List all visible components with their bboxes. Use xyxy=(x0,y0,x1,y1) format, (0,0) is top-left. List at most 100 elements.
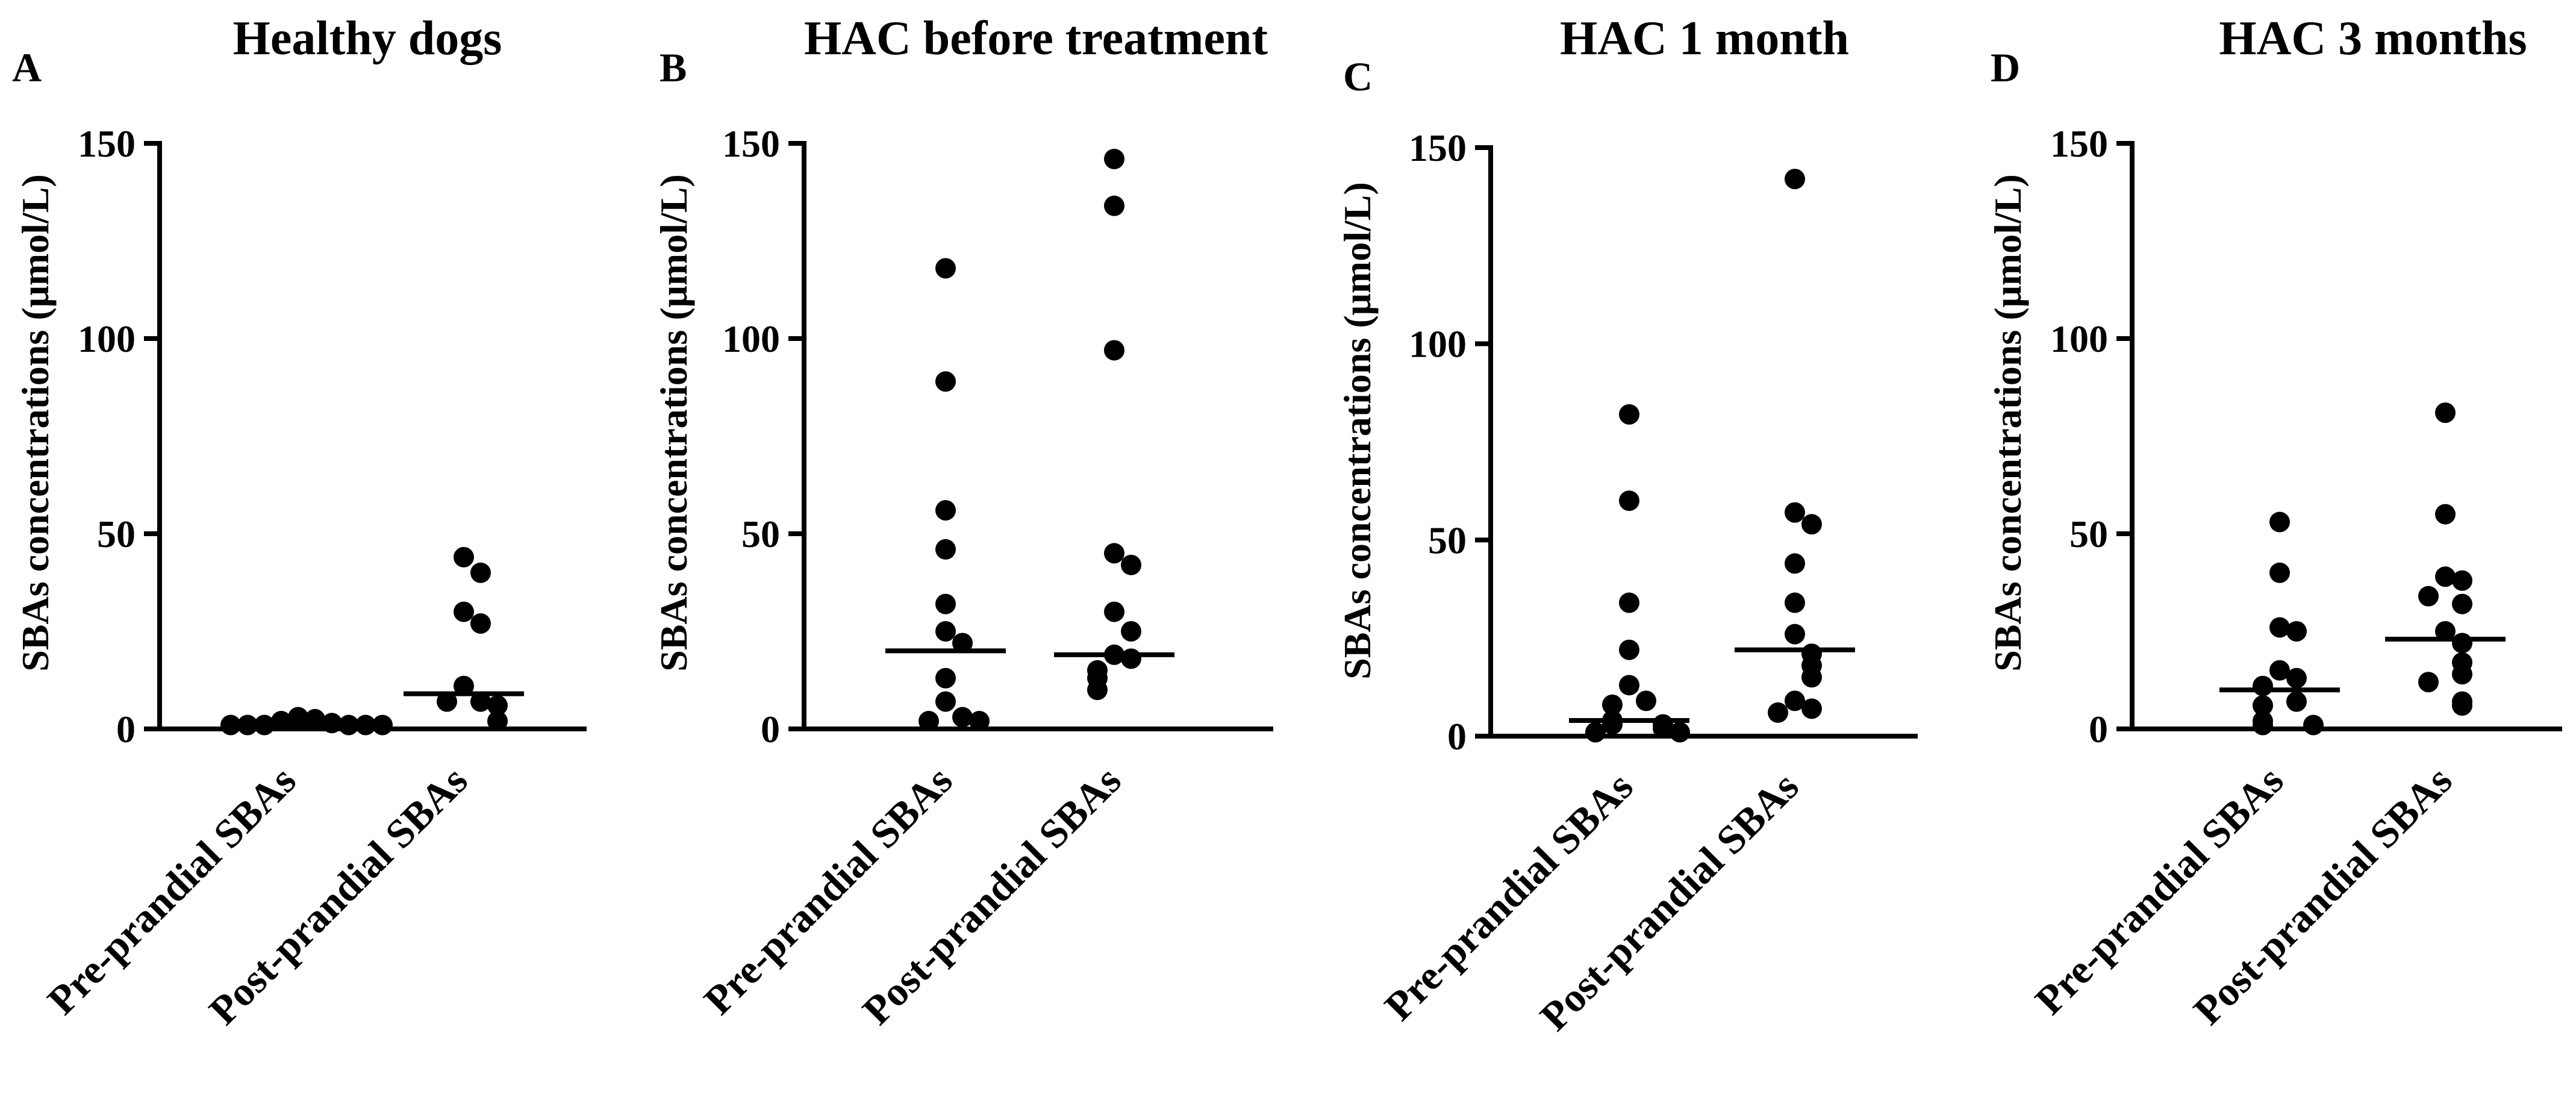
panel-d-point-pre-7 xyxy=(2286,691,2307,712)
panel-c-point-post-0 xyxy=(1785,169,1805,190)
panel-c-point-post-5 xyxy=(1785,623,1805,645)
panel-b-point-post-1 xyxy=(1104,195,1124,216)
panel-b: B HAC before treatment SBAs concentratio… xyxy=(652,12,1273,1033)
panel-b-point-post-4 xyxy=(1121,554,1141,575)
panel-a-point-post-4 xyxy=(454,675,474,696)
panel-d-tick-label-150: 150 xyxy=(2050,122,2108,165)
panel-a-point-post-3 xyxy=(470,613,491,634)
panel-b-point-pre-11 xyxy=(969,711,990,732)
panel-d-point-post-9 xyxy=(2452,664,2472,685)
panel-d-point-pre-2 xyxy=(2269,617,2290,638)
panel-a-point-post-0 xyxy=(454,546,474,567)
panel-d-point-pre-4 xyxy=(2269,660,2290,681)
panel-a-ticks: 0 50 100 150 xyxy=(78,122,160,751)
panel-c-point-pre-0 xyxy=(1619,404,1639,425)
panel-b-tick-label-50: 50 xyxy=(741,513,780,555)
panel-c: C HAC 1 month SBAs concentrations (μmol/… xyxy=(1336,12,1918,1039)
panel-b-point-pre-3 xyxy=(935,539,956,560)
panel-a-letter: A xyxy=(12,45,42,90)
panel-c-ylabel: SBAs concentrations (μmol/L) xyxy=(1336,182,1379,680)
panel-c-point-pre-12 xyxy=(1670,722,1690,743)
panel-d-point-pre-10 xyxy=(2253,714,2273,736)
panel-d-point-post-4 xyxy=(2418,586,2439,607)
panel-d-point-pre-11 xyxy=(2303,714,2324,736)
panel-a-point-post-8 xyxy=(487,711,508,732)
panel-a-title: Healthy dogs xyxy=(233,12,502,65)
panel-b-marks xyxy=(885,148,1174,732)
panel-b-point-post-2 xyxy=(1104,340,1124,361)
panel-c-point-post-9 xyxy=(1785,690,1805,711)
panel-b-point-post-0 xyxy=(1104,148,1124,169)
panel-a-point-pre-0 xyxy=(288,707,308,728)
panel-d-point-post-5 xyxy=(2452,593,2472,614)
panel-d-point-post-2 xyxy=(2435,566,2456,587)
panel-b-point-post-5 xyxy=(1104,601,1124,622)
panel-d-letter: D xyxy=(1991,45,2020,90)
panel-b-point-pre-4 xyxy=(935,593,956,614)
panel-d-point-post-0 xyxy=(2435,402,2456,423)
panel-b-ticks: 0 50 100 150 xyxy=(722,122,804,751)
panel-a-point-post-6 xyxy=(437,691,457,712)
panel-c-title: HAC 1 month xyxy=(1560,12,1849,65)
panel-b-point-pre-5 xyxy=(935,621,956,642)
panel-b-point-pre-10 xyxy=(918,711,939,732)
panel-a-point-pre-8 xyxy=(220,714,241,736)
panel-d-point-post-6 xyxy=(2435,621,2456,642)
panel-c-point-pre-2 xyxy=(1619,592,1639,613)
panel-c-point-post-2 xyxy=(1801,514,1822,535)
panel-a: A Healthy dogs SBAs concentrations (μmol… xyxy=(12,12,587,1033)
panel-c-point-pre-11 xyxy=(1585,722,1606,743)
panel-b-tick-label-150: 150 xyxy=(722,122,780,165)
panel-a-tick-label-100: 100 xyxy=(78,317,136,360)
panel-b-tick-label-100: 100 xyxy=(722,317,780,360)
panel-a-ylabel: SBAs concentrations (μmol/L) xyxy=(14,174,57,672)
panel-c-point-post-4 xyxy=(1785,592,1805,613)
panel-d-point-pre-6 xyxy=(2253,675,2273,696)
panel-b-title: HAC before treatment xyxy=(804,12,1268,65)
panel-b-tick-label-0: 0 xyxy=(761,708,780,751)
panel-b-point-pre-7 xyxy=(935,667,956,689)
panel-d-point-pre-8 xyxy=(2253,695,2273,716)
panel-d-ticks: 0 50 100 150 xyxy=(2050,122,2132,751)
panel-b-point-pre-8 xyxy=(935,691,956,712)
panel-c-marks xyxy=(1569,169,1855,743)
panel-b-point-pre-0 xyxy=(935,258,956,279)
panel-c-point-post-8 xyxy=(1801,667,1822,688)
panel-d-point-pre-0 xyxy=(2269,511,2290,533)
panel-a-point-post-5 xyxy=(470,691,491,712)
panel-d-point-pre-1 xyxy=(2269,562,2290,583)
panel-a-point-post-2 xyxy=(454,601,474,622)
panel-d: D HAC 3 months SBAs concentrations (μmol… xyxy=(1986,12,2562,1033)
panel-b-point-pre-1 xyxy=(935,371,956,392)
panel-b-point-post-11 xyxy=(1087,680,1108,701)
panel-c-tick-label-0: 0 xyxy=(1447,715,1467,758)
panel-c-point-pre-5 xyxy=(1636,690,1656,711)
panel-d-point-pre-3 xyxy=(2286,621,2307,642)
panel-c-ticks: 0 50 100 150 xyxy=(1409,127,1491,758)
panel-a-point-post-1 xyxy=(470,562,491,583)
panel-d-point-post-10 xyxy=(2418,672,2439,693)
panel-b-point-post-6 xyxy=(1121,621,1141,642)
panel-c-point-post-10 xyxy=(1801,698,1822,719)
panel-a-tick-label-150: 150 xyxy=(78,122,136,165)
panel-a-point-post-7 xyxy=(487,695,508,716)
panel-b-point-pre-6 xyxy=(952,633,973,654)
panel-a-point-pre-7 xyxy=(355,714,376,736)
panel-a-point-pre-9 xyxy=(372,714,393,736)
panel-c-point-pre-3 xyxy=(1619,639,1639,660)
panel-d-tick-label-0: 0 xyxy=(2089,708,2108,751)
panel-d-tick-label-100: 100 xyxy=(2050,317,2108,360)
panel-b-point-post-8 xyxy=(1121,648,1141,669)
panel-c-point-pre-10 xyxy=(1653,717,1673,739)
panel-c-point-pre-6 xyxy=(1602,694,1623,715)
panel-c-tick-label-50: 50 xyxy=(1428,519,1467,561)
panel-d-marks xyxy=(2219,402,2506,736)
panel-b-point-pre-9 xyxy=(952,707,973,728)
panel-b-point-post-3 xyxy=(1104,543,1124,564)
panel-c-letter: C xyxy=(1343,54,1373,99)
panel-b-point-pre-2 xyxy=(935,500,956,521)
panel-b-letter: B xyxy=(660,45,687,90)
panel-c-tick-label-100: 100 xyxy=(1409,323,1467,366)
panel-c-point-pre-4 xyxy=(1619,675,1639,696)
